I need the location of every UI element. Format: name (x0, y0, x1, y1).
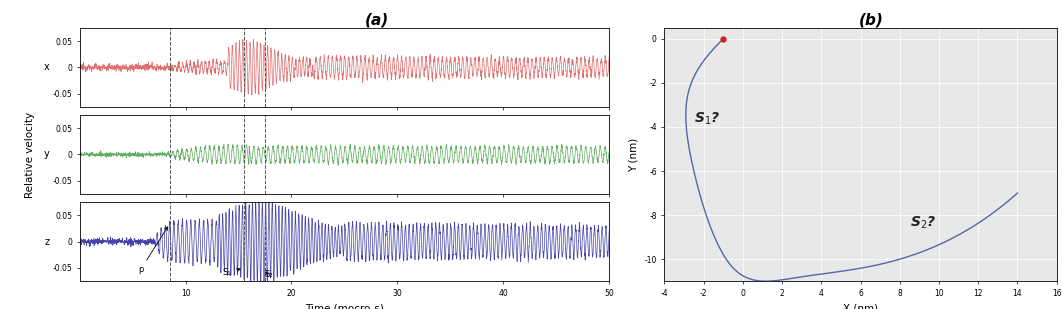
Y-axis label: y: y (44, 150, 50, 159)
Text: Relative velocity: Relative velocity (24, 112, 35, 197)
Y-axis label: z: z (45, 237, 49, 247)
Text: S₁: S₁ (223, 268, 240, 277)
Y-axis label: Y (nm): Y (nm) (629, 138, 639, 171)
Text: S$_1$?: S$_1$? (693, 111, 720, 127)
Text: p: p (138, 227, 168, 274)
X-axis label: X (nm): X (nm) (843, 303, 878, 309)
Text: (a): (a) (365, 12, 389, 28)
Y-axis label: x: x (44, 62, 50, 72)
Text: S$_2$?: S$_2$? (910, 214, 936, 231)
Text: S₂: S₂ (266, 270, 274, 280)
Text: (b): (b) (858, 12, 884, 28)
X-axis label: Time (mocro-s): Time (mocro-s) (305, 303, 383, 309)
